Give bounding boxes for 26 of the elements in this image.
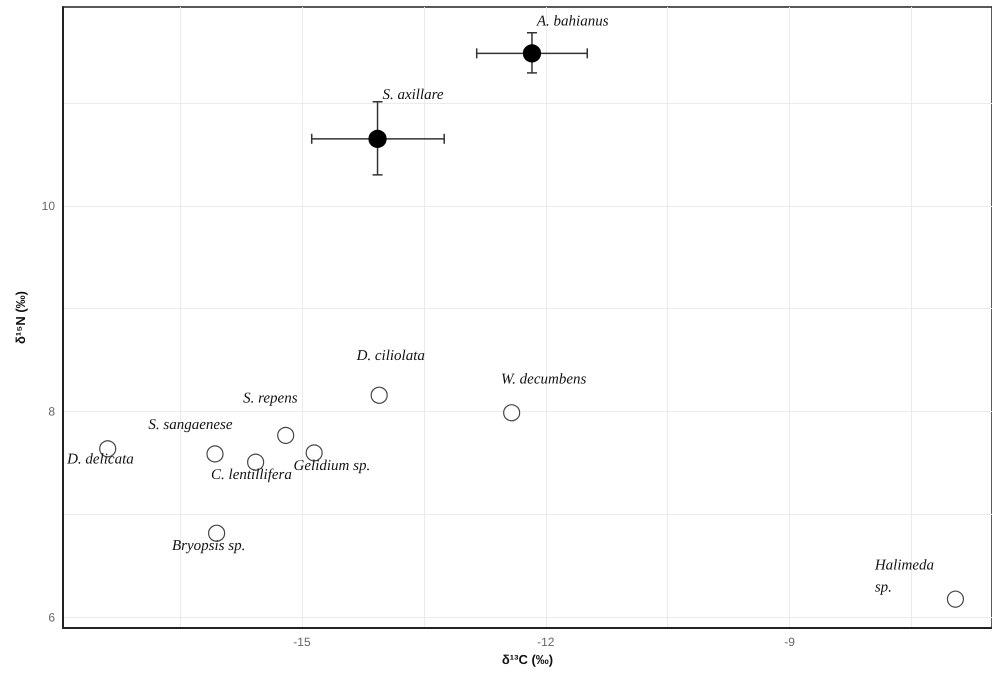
y-tick-label: 6 xyxy=(48,610,56,625)
point xyxy=(946,590,964,608)
data-label: D. delicata xyxy=(66,452,134,468)
point xyxy=(206,445,224,463)
data-label: Bryopsis sp. xyxy=(172,538,246,554)
y-tick-label: 8 xyxy=(48,404,56,419)
x-tick-label: -9 xyxy=(784,635,796,649)
point xyxy=(522,44,542,62)
data-label: Halimeda sp. xyxy=(874,558,938,596)
data-label: D. ciliolata xyxy=(356,348,425,364)
point xyxy=(503,404,520,422)
data-label: C. lentillifera xyxy=(211,467,292,484)
data-label: S. sangaenese xyxy=(148,416,233,433)
data-label: Gelidium sp. xyxy=(294,458,370,474)
data-label: W. decumbens xyxy=(501,372,586,388)
y-tick-label: 10 xyxy=(42,198,56,213)
point xyxy=(368,130,387,148)
point xyxy=(370,386,388,404)
x-axis-title: δ¹³C (‰) xyxy=(502,652,554,667)
x-tick-label: -12 xyxy=(537,635,555,649)
x-tick-label: -15 xyxy=(293,635,311,649)
data-label: S. repens xyxy=(243,390,298,406)
point xyxy=(277,426,294,444)
y-axis-title: δ¹⁵N (‰) xyxy=(13,291,28,344)
data-label: S. axillare xyxy=(382,87,444,104)
data-label: A. bahianus xyxy=(536,14,609,30)
